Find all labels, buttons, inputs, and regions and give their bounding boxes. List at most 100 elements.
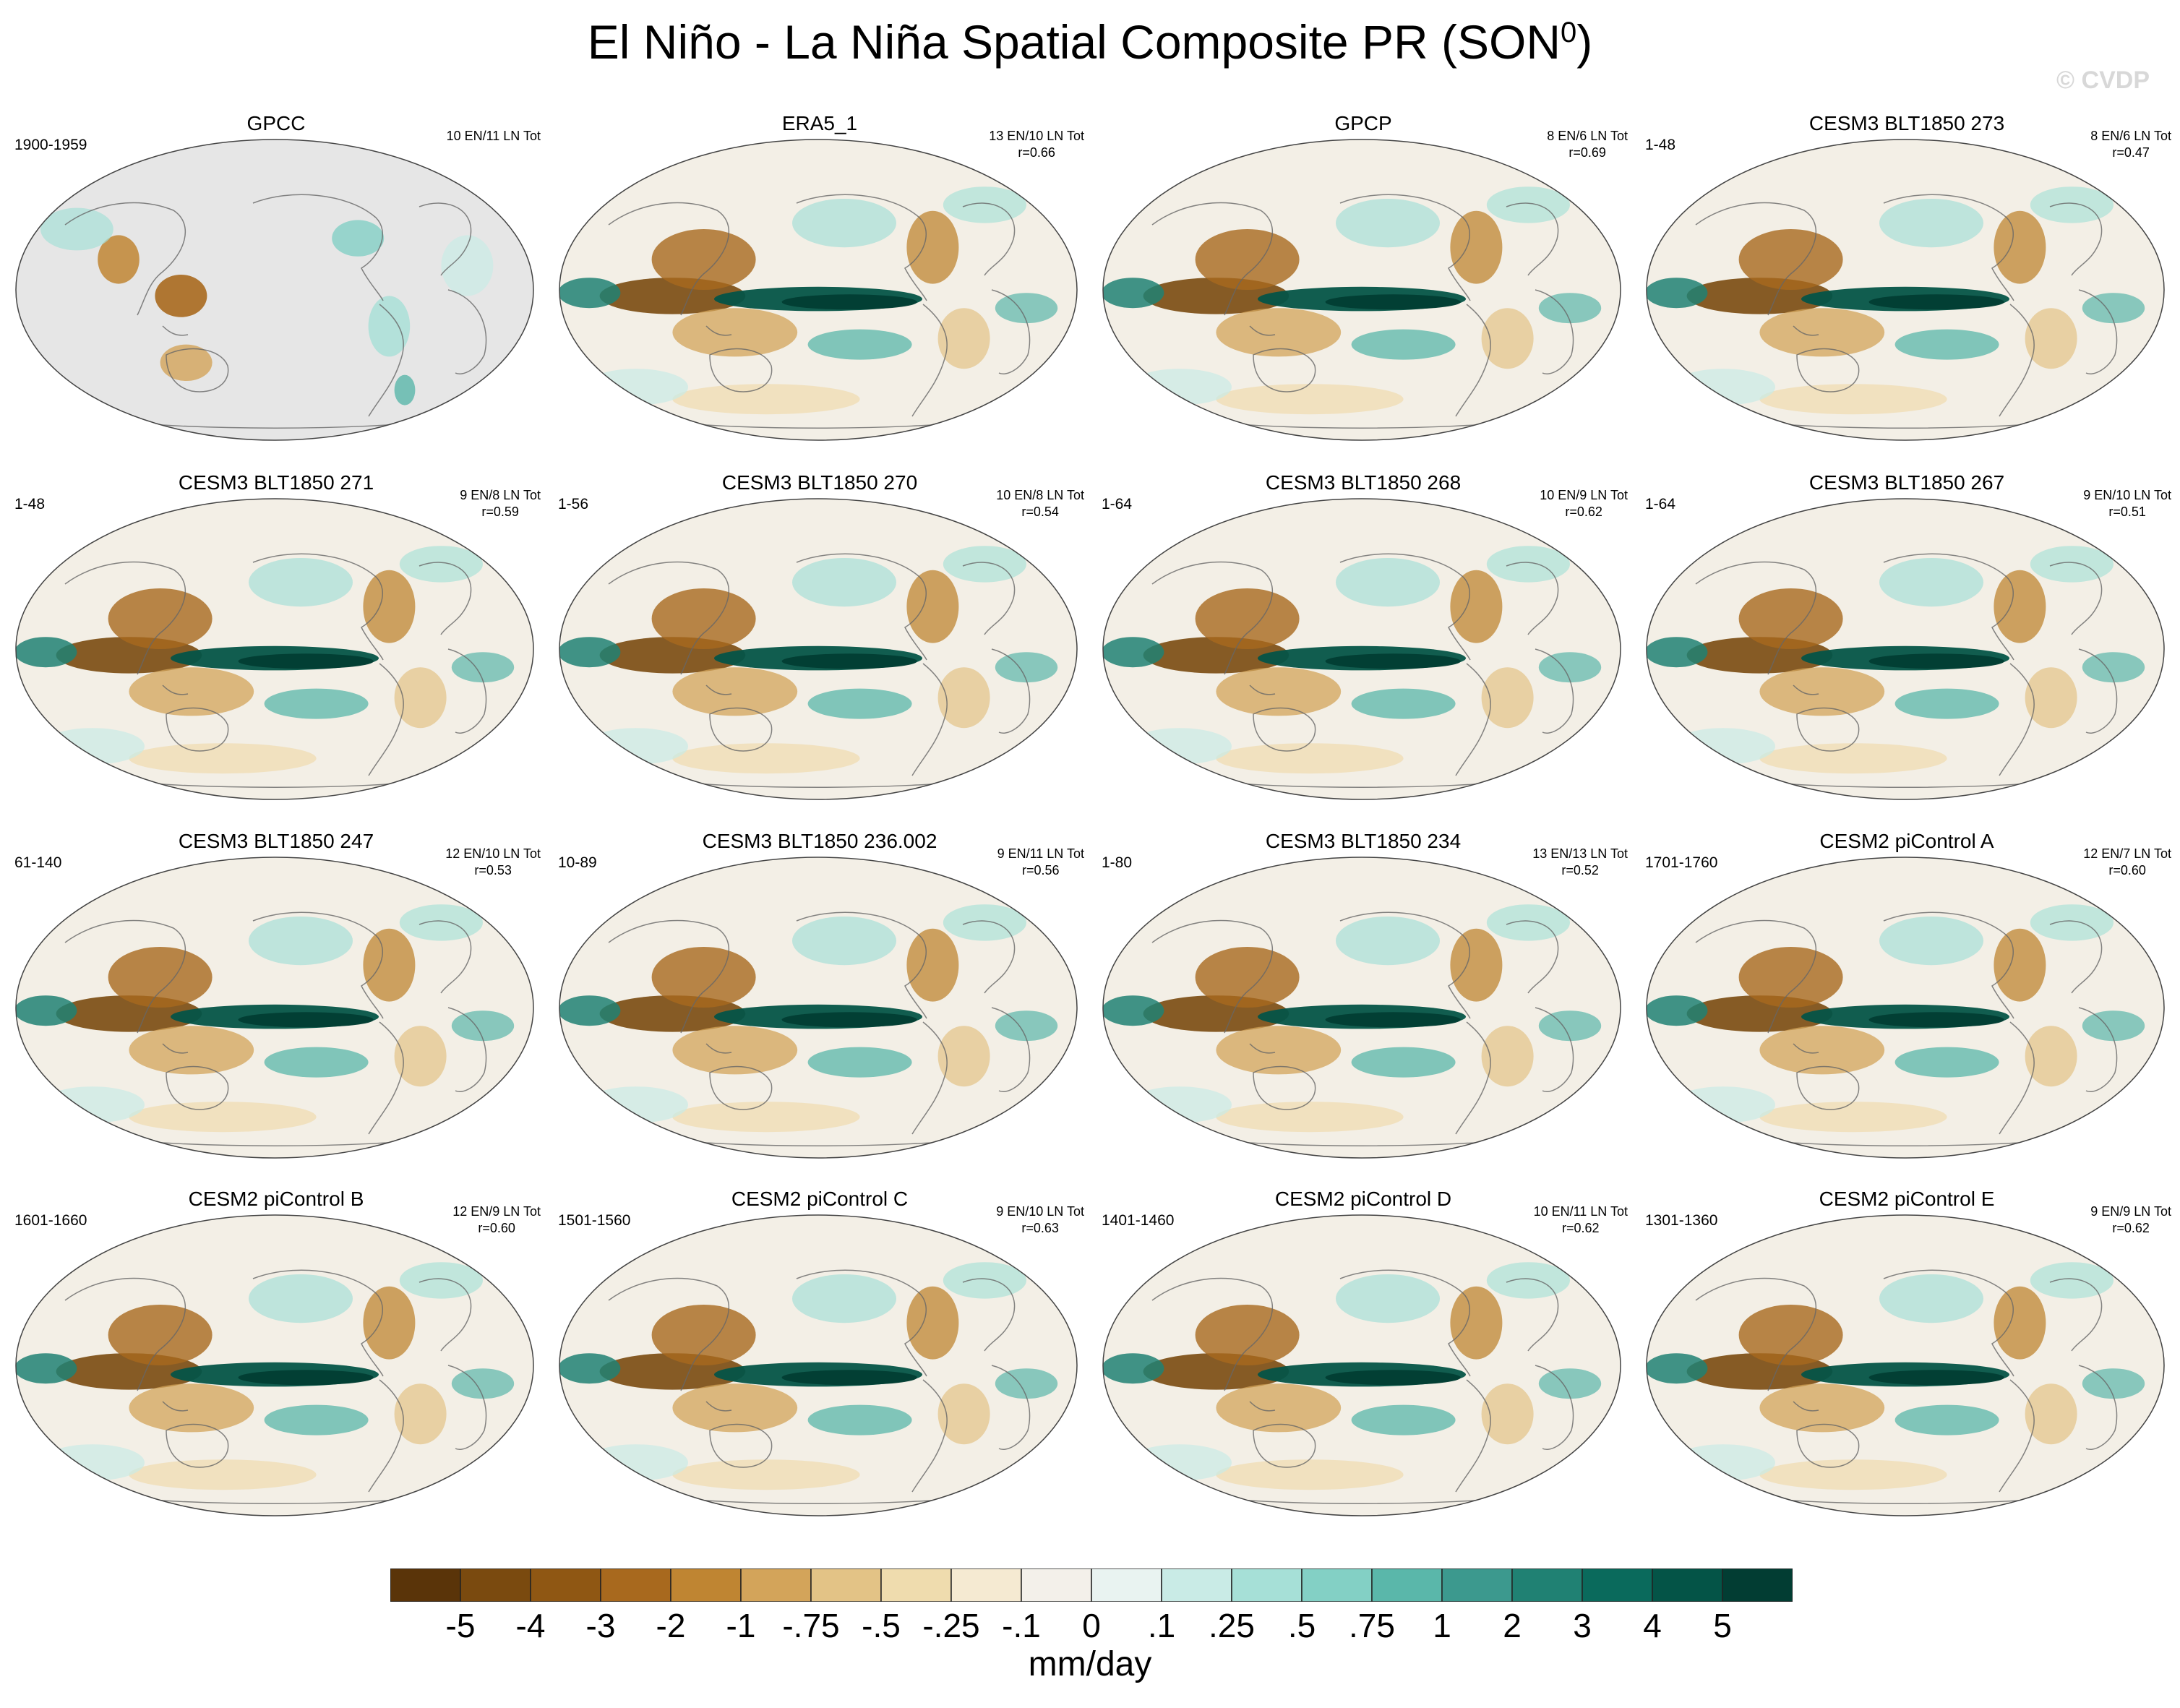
dry-anomaly	[672, 1026, 798, 1075]
panel-stats: 10 EN/8 LN Tot r=0.54	[996, 487, 1084, 520]
wet-anomaly	[1538, 1368, 1602, 1399]
panel-counts: 12 EN/10 LN Tot	[445, 846, 541, 861]
map-panel: CESM3 BLT1850 236.002 10-89 9 EN/11 LN Tot…	[552, 830, 1087, 1184]
map-field	[16, 499, 533, 799]
dry-anomaly	[906, 928, 959, 1002]
coastline	[162, 1043, 189, 1054]
panel-title: CESM2 piControl C	[731, 1188, 909, 1210]
map-plot	[15, 1214, 534, 1516]
dry-anomaly	[1216, 1383, 1342, 1433]
wet-anomaly	[451, 1010, 515, 1042]
panel-period: 1-48	[1645, 137, 1676, 153]
panel-counts: 12 EN/7 LN Tot	[2083, 846, 2171, 861]
coastline	[1506, 1278, 1559, 1352]
coastline	[2078, 648, 2118, 734]
dry-anomaly	[1481, 308, 1534, 369]
map-panel: GPCC 1900-1959 10 EN/11 LN Tot	[9, 112, 544, 466]
wet-anomaly	[1879, 1274, 1983, 1323]
map-panel: CESM2 piControl A 1701-1760 12 EN/7 LN Tot…	[1639, 830, 2174, 1184]
dry-anomaly	[363, 570, 416, 643]
dry-anomaly	[129, 667, 254, 716]
panel-correlation: r=0.56	[1022, 862, 1060, 877]
panel-correlation: r=0.51	[2108, 504, 2146, 519]
wet-anomaly	[1647, 278, 1708, 309]
wet-anomaly	[1325, 1370, 1461, 1386]
map-plot	[15, 857, 534, 1159]
map-field	[1647, 140, 2164, 440]
panel-title: ERA5_1	[781, 112, 858, 134]
map-panel: CESM3 BLT1850 247 61-140 12 EN/10 LN Tot r=…	[9, 830, 544, 1184]
wet-anomaly	[1128, 1086, 1232, 1123]
wet-anomaly	[264, 688, 369, 719]
coastline	[166, 707, 229, 752]
wet-anomaly	[1868, 1370, 2004, 1386]
colorbar-label: -5	[445, 1607, 476, 1644]
coastline	[1249, 325, 1276, 336]
map-panel: CESM2 piControl E 1301-1360 9 EN/9 LN Tot r…	[1639, 1188, 2174, 1542]
wet-anomaly	[1103, 637, 1164, 668]
coastline	[252, 553, 384, 661]
panel-correlation: r=0.60	[478, 1220, 515, 1235]
main-title-end: )	[1576, 15, 1593, 69]
dry-anomaly	[1759, 384, 1947, 415]
wet-anomaly	[1671, 369, 1775, 405]
colorbar-swatch	[1722, 1568, 1793, 1602]
dry-anomaly	[1738, 947, 1843, 1008]
dry-anomaly	[672, 384, 860, 415]
panel-title: CESM2 piControl D	[1274, 1188, 1452, 1210]
wet-anomaly	[1351, 329, 1456, 360]
dry-anomaly	[1994, 210, 2046, 284]
panel-correlation: r=0.53	[474, 862, 512, 877]
panel-period: 1301-1360	[1645, 1212, 1718, 1229]
panel-correlation: r=0.47	[2112, 145, 2150, 160]
colorbar-label: -4	[515, 1607, 546, 1644]
panel-title: CESM2 piControl A	[1819, 830, 1994, 852]
dry-anomaly	[906, 210, 959, 284]
panel-counts: 12 EN/9 LN Tot	[452, 1204, 541, 1219]
wet-anomaly	[1128, 728, 1232, 765]
panel-title: CESM3 BLT1850 271	[178, 471, 374, 494]
land-anomaly	[394, 374, 416, 405]
wet-anomaly	[1894, 1047, 1999, 1078]
map-border	[559, 857, 1078, 1159]
map-panel: CESM3 BLT1850 268 1-64 10 EN/9 LN Tot r=0.6…	[1096, 471, 1631, 825]
coastline	[166, 1065, 229, 1110]
map-plot	[15, 139, 534, 441]
coastline	[1883, 553, 2014, 661]
coastline	[796, 194, 927, 301]
panel-period: 1-64	[1645, 496, 1676, 512]
wet-anomaly	[995, 1010, 1058, 1042]
wet-anomaly	[807, 329, 912, 360]
colorbar-label: -.1	[1002, 1607, 1041, 1644]
land-anomaly	[332, 220, 385, 257]
dry-anomaly	[1759, 1459, 1947, 1490]
dry-anomaly	[363, 1286, 416, 1360]
wet-anomaly	[584, 369, 688, 405]
dry-anomaly	[937, 667, 990, 729]
coastline	[368, 663, 404, 776]
colorbar-label: .1	[1147, 1607, 1176, 1644]
main-title-superscript: 0	[1560, 17, 1577, 48]
wet-anomaly	[995, 1368, 1058, 1399]
panel-stats: 8 EN/6 LN Tot r=0.47	[2090, 128, 2171, 160]
coastline	[64, 202, 186, 316]
panel-stats: 12 EN/10 LN Tot r=0.53	[445, 846, 541, 878]
colorbar-units: mm/day	[1028, 1645, 1152, 1683]
map-border	[15, 857, 534, 1159]
wet-anomaly	[792, 558, 896, 607]
coastline	[252, 1269, 384, 1377]
wet-anomaly	[1351, 1404, 1456, 1436]
wet-anomaly	[584, 1444, 688, 1481]
colorbar-label: 3	[1573, 1607, 1592, 1644]
coastline	[1151, 561, 1274, 675]
wet-anomaly	[1671, 1444, 1775, 1481]
panel-title: CESM2 piControl E	[1819, 1188, 1995, 1210]
panel-correlation: r=0.66	[1018, 145, 1055, 160]
coastline	[991, 648, 1031, 734]
coastline	[447, 1365, 487, 1450]
colorbar-label: .5	[1287, 1607, 1316, 1644]
coastline	[911, 304, 948, 417]
panel-stats: 9 EN/8 LN Tot r=0.59	[460, 487, 541, 520]
wet-anomaly	[1671, 1086, 1775, 1123]
map-plot	[1646, 498, 2165, 800]
